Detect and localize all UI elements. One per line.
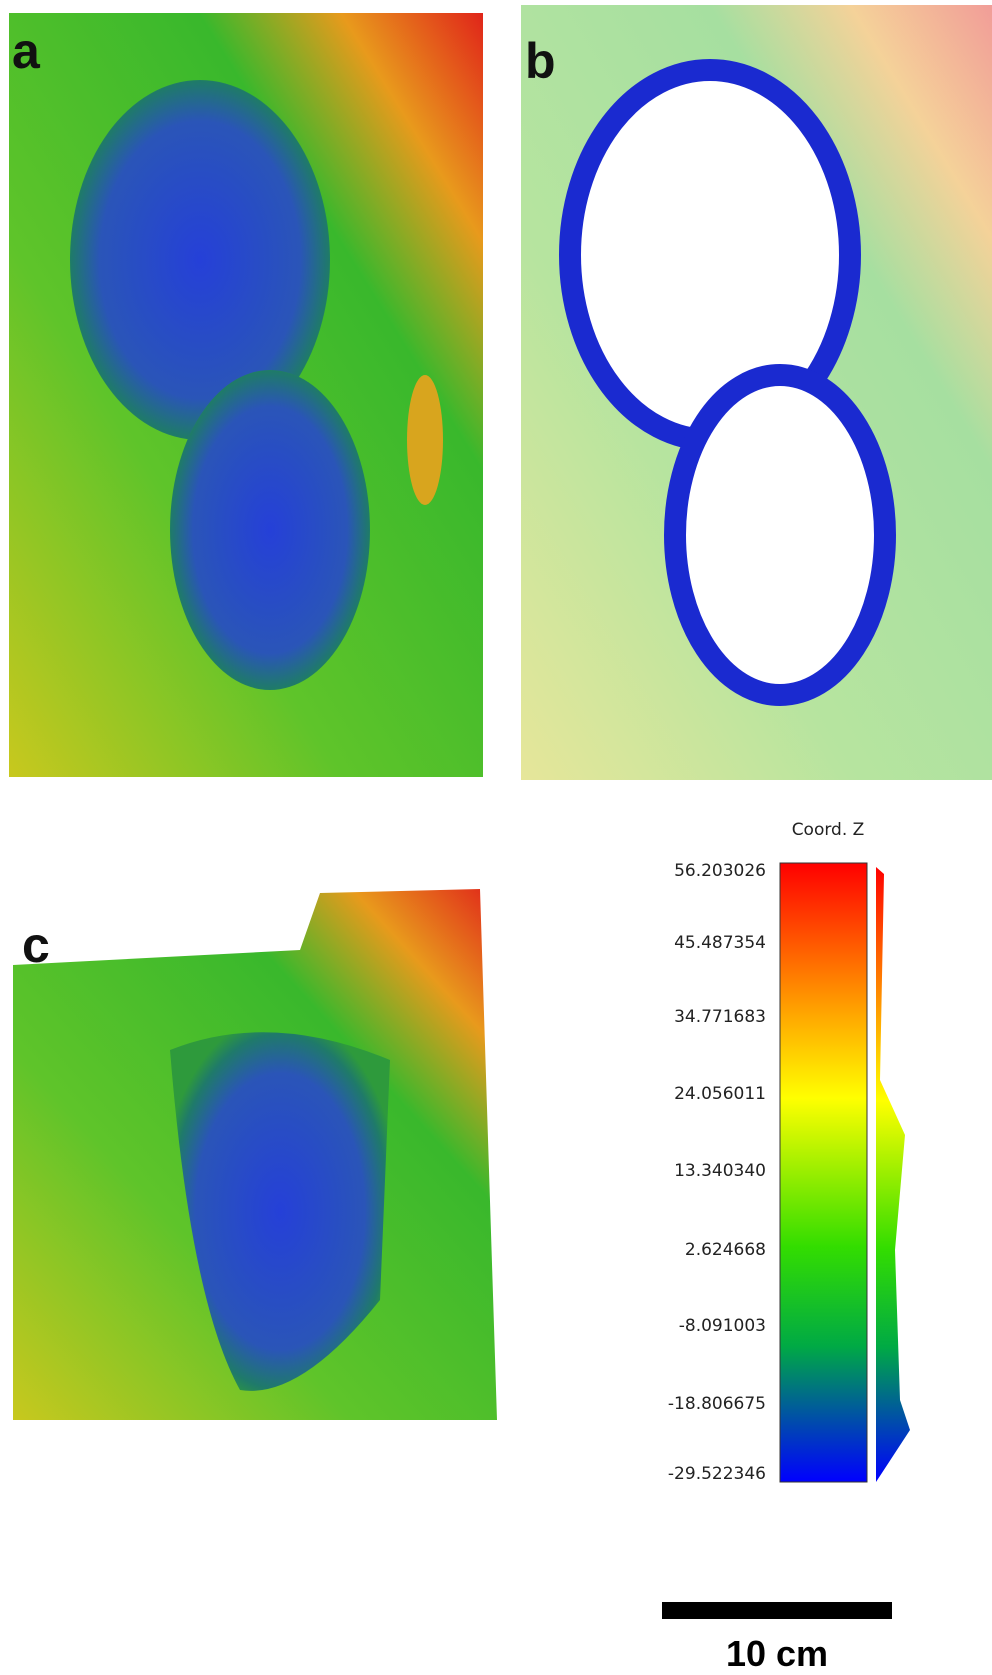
colorbar-tick: 24.056011 bbox=[674, 1084, 766, 1104]
footprint-heel bbox=[170, 370, 370, 690]
panel-a: a bbox=[9, 13, 483, 777]
panel-label: c bbox=[22, 917, 50, 973]
scale-bar-label: 10 cm bbox=[726, 1633, 828, 1674]
colorbar-tick: 2.624668 bbox=[685, 1240, 766, 1260]
panel-c: c bbox=[13, 889, 497, 1420]
contour-heel bbox=[664, 364, 896, 706]
colorbar-tick: -8.091003 bbox=[679, 1316, 766, 1336]
panel-b: b bbox=[521, 5, 992, 780]
scale-bar: 10 cm bbox=[662, 1602, 892, 1674]
panel-label: a bbox=[12, 23, 41, 79]
histogram bbox=[876, 867, 910, 1482]
panel-label: b bbox=[525, 33, 556, 89]
ridge bbox=[407, 375, 443, 505]
colorbar: Coord. Z 56.203026 45.487354 34.771683 2… bbox=[668, 820, 910, 1484]
footprint-fore bbox=[70, 80, 330, 440]
colorbar-tick: 13.340340 bbox=[674, 1161, 766, 1181]
scale-bar-line bbox=[662, 1602, 892, 1619]
colorbar-tick: 45.487354 bbox=[674, 933, 766, 953]
footprint-3d bbox=[170, 1032, 390, 1391]
colorbar-tick: -29.522346 bbox=[668, 1464, 766, 1484]
colorbar-tick: 34.771683 bbox=[674, 1007, 766, 1027]
colorbar-tick: -18.806675 bbox=[668, 1394, 766, 1414]
colorbar-gradient bbox=[779, 862, 868, 1483]
colorbar-title: Coord. Z bbox=[792, 820, 865, 840]
colorbar-tick: 56.203026 bbox=[674, 861, 766, 881]
